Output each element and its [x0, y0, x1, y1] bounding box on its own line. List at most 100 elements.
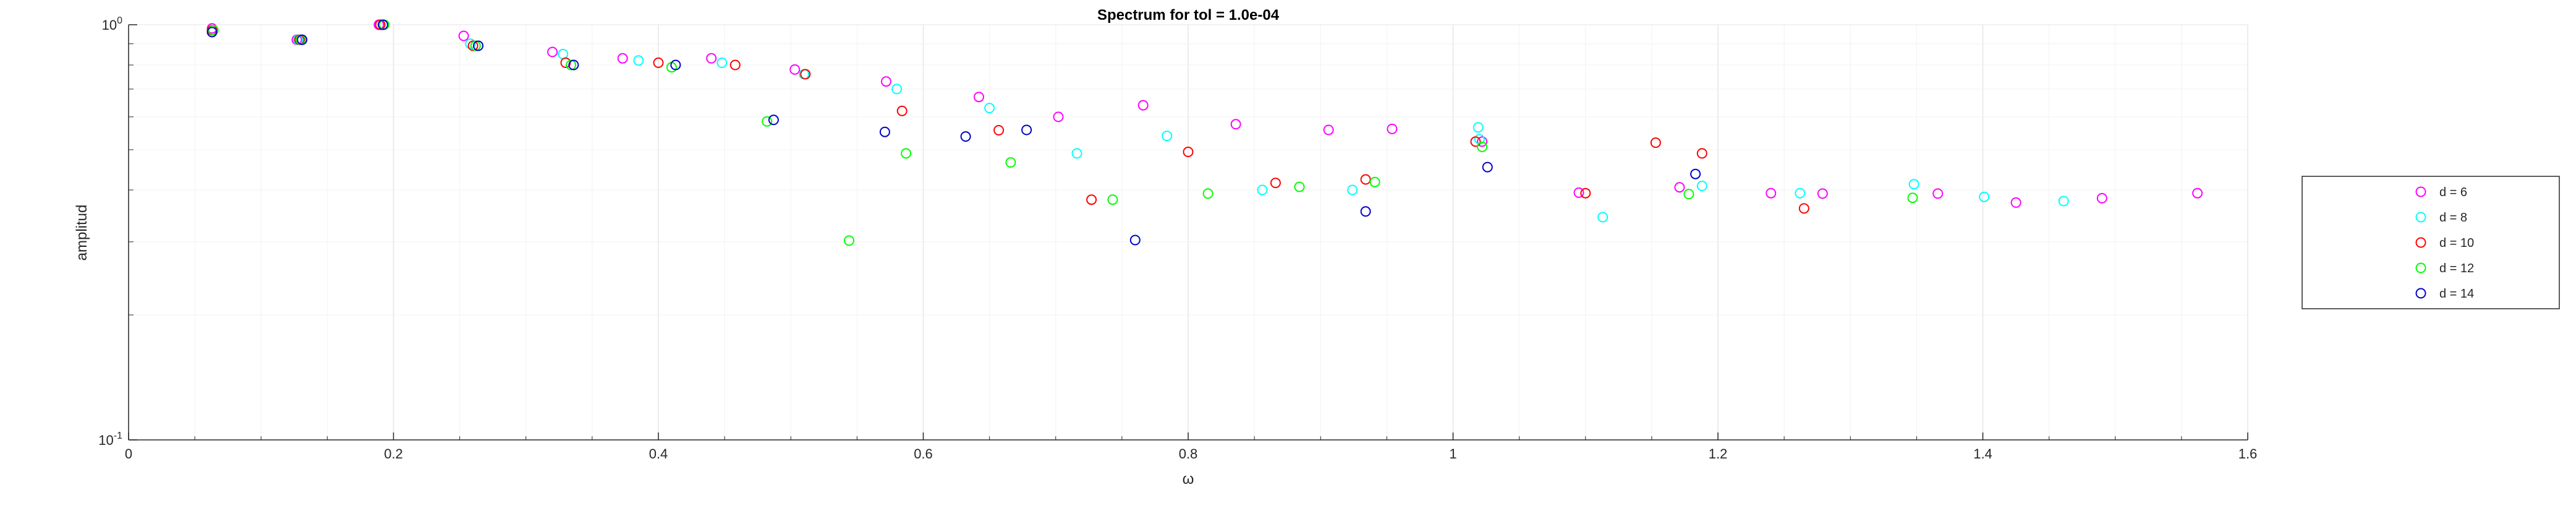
- legend-marker: [2415, 237, 2426, 248]
- data-point-series-5: [1360, 206, 1371, 217]
- data-point-series-1: [547, 46, 558, 58]
- data-point-series-2: [891, 84, 903, 95]
- x-tick-label: 0.8: [1179, 446, 1198, 462]
- x-axis-title: ω: [1183, 471, 1194, 488]
- x-tick-label: 0.2: [384, 446, 403, 462]
- data-point-series-3: [375, 19, 386, 30]
- data-point-series-3: [1798, 203, 1809, 214]
- data-point-series-3: [993, 125, 1005, 135]
- data-point-series-1: [881, 76, 891, 87]
- data-point-series-5: [377, 19, 388, 30]
- data-point-series-1: [706, 53, 717, 64]
- y-tick-label: 100: [102, 15, 122, 33]
- data-point-series-4: [566, 59, 577, 71]
- data-point-series-5: [1482, 161, 1493, 173]
- data-point-series-3: [800, 69, 811, 80]
- data-point-series-3: [1270, 178, 1281, 189]
- grid: [128, 24, 2248, 441]
- legend-label: d = 12: [2439, 262, 2474, 275]
- x-tick-label: 0.4: [649, 446, 668, 462]
- data-point-series-2: [984, 103, 995, 114]
- data-point-series-2: [1908, 179, 1919, 190]
- data-point-series-1: [1573, 187, 1584, 198]
- x-tick-label: 1.6: [2238, 446, 2258, 462]
- data-point-series-3: [1696, 148, 1707, 159]
- data-point-series-2: [1696, 181, 1707, 191]
- chart-title: Spectrum for tol = 1.0e-04: [1097, 7, 1280, 24]
- data-point-series-5: [1129, 234, 1141, 246]
- data-point-series-3: [729, 59, 741, 71]
- data-point-series-1: [617, 53, 628, 64]
- data-point-series-1: [2192, 187, 2203, 199]
- data-point-series-3: [1086, 194, 1097, 205]
- x-tick-label: 1.4: [1973, 446, 1992, 462]
- legend-label: d = 6: [2439, 186, 2467, 199]
- data-point-series-1: [974, 92, 984, 103]
- data-point-series-1: [1137, 100, 1149, 111]
- x-tick-label: 1: [1449, 446, 1456, 462]
- legend-marker: [2415, 212, 2426, 223]
- data-point-series-3: [896, 105, 908, 116]
- data-point-series-3: [560, 57, 571, 68]
- data-point-series-4: [1294, 181, 1305, 192]
- data-point-series-1: [1323, 124, 1334, 135]
- legend-label: d = 8: [2439, 211, 2467, 225]
- data-point-series-3: [1470, 136, 1481, 147]
- data-point-series-2: [1473, 122, 1484, 133]
- data-point-series-5: [297, 34, 308, 45]
- data-point-series-5: [1690, 168, 1701, 179]
- x-tick-label: 0: [125, 446, 132, 462]
- y-axis-title: amplitud: [74, 205, 90, 261]
- data-point-series-1: [1053, 111, 1064, 123]
- data-point-series-2: [1162, 131, 1173, 142]
- data-point-series-4: [762, 116, 773, 127]
- data-point-series-4: [470, 40, 481, 51]
- legend-label: d = 10: [2439, 236, 2474, 250]
- data-point-series-4: [1107, 194, 1118, 205]
- legend-marker: [2415, 186, 2426, 197]
- data-point-series-4: [1202, 188, 1214, 199]
- data-point-series-1: [1932, 188, 1944, 199]
- data-point-series-4: [1683, 189, 1694, 200]
- data-point-series-3: [1580, 187, 1591, 199]
- data-point-series-5: [1021, 124, 1032, 135]
- data-point-series-4: [844, 235, 854, 246]
- data-point-series-3: [467, 40, 478, 51]
- data-point-series-4: [901, 148, 912, 159]
- legend-marker: [2415, 262, 2426, 273]
- data-point-series-2: [558, 48, 569, 59]
- data-point-series-1: [1674, 182, 1685, 193]
- data-point-series-1: [1766, 187, 1777, 199]
- data-point-series-5: [206, 27, 218, 38]
- data-point-series-4: [1005, 157, 1016, 168]
- data-point-series-3: [653, 57, 664, 68]
- data-point-series-5: [960, 131, 971, 142]
- x-tick-label: 0.6: [914, 446, 933, 462]
- data-point-series-5: [568, 59, 579, 71]
- data-point-series-2: [1071, 148, 1082, 159]
- data-point-series-1: [2010, 197, 2021, 208]
- data-point-series-2: [2058, 196, 2069, 207]
- data-point-series-2: [465, 38, 476, 49]
- legend-marker: [2415, 288, 2426, 299]
- data-point-series-5: [473, 40, 484, 51]
- data-point-series-4: [1907, 192, 1918, 204]
- x-tick-label: 1.2: [1709, 446, 1728, 462]
- data-point-series-2: [1597, 212, 1609, 223]
- y-tick-label: 10-1: [98, 431, 122, 448]
- data-point-series-1: [1230, 119, 1241, 130]
- data-point-series-1: [1477, 136, 1488, 147]
- data-point-series-2: [1795, 187, 1806, 199]
- legend: d = 6 d = 8 d = 10 d = 12 d = 14: [2302, 176, 2560, 309]
- data-point-series-1: [1817, 188, 1828, 199]
- data-point-series-1: [458, 30, 469, 41]
- data-point-series-3: [1650, 137, 1661, 148]
- data-point-series-1: [2096, 192, 2107, 204]
- data-point-series-2: [633, 55, 644, 66]
- data-point-series-3: [1360, 174, 1371, 185]
- data-point-series-5: [879, 126, 890, 137]
- legend-box: [2302, 176, 2560, 309]
- data-point-series-4: [208, 25, 219, 36]
- data-point-series-2: [1347, 184, 1358, 196]
- data-point-series-5: [670, 59, 681, 71]
